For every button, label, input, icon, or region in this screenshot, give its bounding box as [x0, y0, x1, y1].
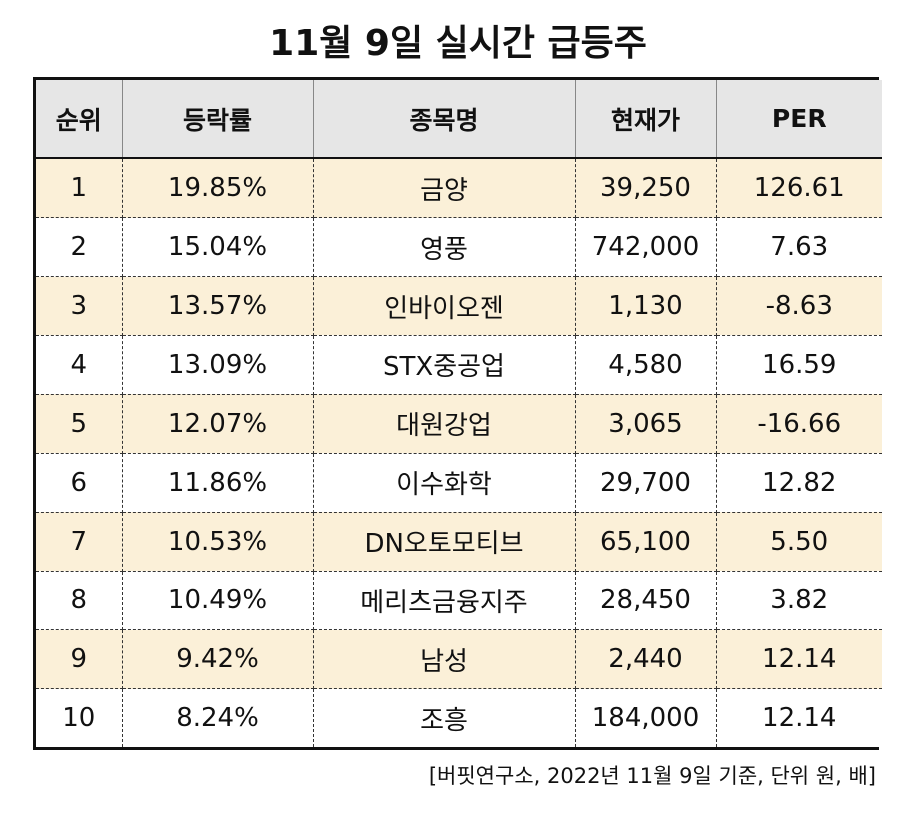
cell-current-price: 3,065 [575, 394, 717, 454]
cell-change-rate: 19.85% [122, 158, 314, 219]
cell-rank: 5 [36, 394, 123, 454]
cell-rank: 10 [36, 688, 123, 747]
cell-per: 3.82 [716, 571, 882, 631]
table-row: 5 12.07% 대원강업 3,065 -16.66 [36, 394, 882, 454]
cell-stock-name: DN오토모티브 [313, 512, 576, 572]
cell-current-price: 28,450 [575, 571, 717, 631]
table-row: 1 19.85% 금양 39,250 126.61 [36, 158, 882, 219]
cell-stock-name: STX중공업 [313, 335, 576, 395]
cell-per: 126.61 [716, 158, 882, 219]
cell-per: 12.14 [716, 629, 882, 690]
header-rank: 순위 [36, 80, 123, 159]
cell-stock-name: 조흥 [313, 688, 576, 747]
cell-current-price: 184,000 [575, 688, 717, 747]
cell-stock-name: 메리츠금융지주 [313, 571, 576, 631]
page-title: 11월 9일 실시간 급등주 [269, 23, 647, 64]
cell-stock-name: 이수화학 [313, 453, 576, 513]
cell-change-rate: 13.09% [122, 335, 314, 395]
cell-stock-name: 남성 [313, 629, 576, 690]
cell-change-rate: 9.42% [122, 629, 314, 690]
cell-change-rate: 13.57% [122, 276, 314, 336]
header-current-price: 현재가 [575, 80, 717, 159]
table-row: 9 9.42% 남성 2,440 12.14 [36, 629, 882, 690]
cell-per: 12.82 [716, 453, 882, 513]
cell-per: 12.14 [716, 688, 882, 747]
cell-stock-name: 대원강업 [313, 394, 576, 454]
cell-current-price: 65,100 [575, 512, 717, 572]
cell-current-price: 39,250 [575, 158, 717, 219]
cell-stock-name: 인바이오젠 [313, 276, 576, 336]
table-header-row: 순위 등락률 종목명 현재가 PER [36, 80, 882, 159]
table-row: 6 11.86% 이수화학 29,700 12.82 [36, 453, 882, 513]
cell-per: -8.63 [716, 276, 882, 336]
cell-current-price: 742,000 [575, 217, 717, 278]
stock-table-container: 순위 등락률 종목명 현재가 PER 1 19.85% 금양 39,250 12… [33, 77, 882, 750]
cell-per: 7.63 [716, 217, 882, 278]
cell-rank: 9 [36, 629, 123, 690]
cell-current-price: 29,700 [575, 453, 717, 513]
cell-per: 16.59 [716, 335, 882, 395]
cell-rank: 7 [36, 512, 123, 572]
cell-rank: 3 [36, 276, 123, 336]
cell-stock-name: 영풍 [313, 217, 576, 278]
cell-current-price: 2,440 [575, 629, 717, 690]
cell-change-rate: 10.49% [122, 571, 314, 631]
cell-per: -16.66 [716, 394, 882, 454]
header-change-rate: 등락률 [122, 80, 314, 159]
table-row: 8 10.49% 메리츠금융지주 28,450 3.82 [36, 571, 882, 631]
table-row: 3 13.57% 인바이오젠 1,130 -8.63 [36, 276, 882, 336]
cell-rank: 8 [36, 571, 123, 631]
cell-per: 5.50 [716, 512, 882, 572]
cell-rank: 6 [36, 453, 123, 513]
cell-change-rate: 10.53% [122, 512, 314, 572]
cell-current-price: 4,580 [575, 335, 717, 395]
header-per: PER [716, 80, 882, 159]
table-row: 4 13.09% STX중공업 4,580 16.59 [36, 335, 882, 395]
cell-rank: 2 [36, 217, 123, 278]
cell-change-rate: 8.24% [122, 688, 314, 747]
table-row: 2 15.04% 영풍 742,000 7.63 [36, 217, 882, 278]
source-footnote: [버핏연구소, 2022년 11월 9일 기준, 단위 원, 배] [428, 764, 876, 788]
cell-change-rate: 11.86% [122, 453, 314, 513]
cell-stock-name: 금양 [313, 158, 576, 219]
cell-change-rate: 15.04% [122, 217, 314, 278]
table-row: 10 8.24% 조흥 184,000 12.14 [36, 688, 882, 747]
cell-rank: 1 [36, 158, 123, 219]
header-stock-name: 종목명 [313, 80, 576, 159]
table-row: 7 10.53% DN오토모티브 65,100 5.50 [36, 512, 882, 572]
stock-table: 순위 등락률 종목명 현재가 PER 1 19.85% 금양 39,250 12… [36, 80, 882, 747]
cell-rank: 4 [36, 335, 123, 395]
cell-change-rate: 12.07% [122, 394, 314, 454]
cell-current-price: 1,130 [575, 276, 717, 336]
